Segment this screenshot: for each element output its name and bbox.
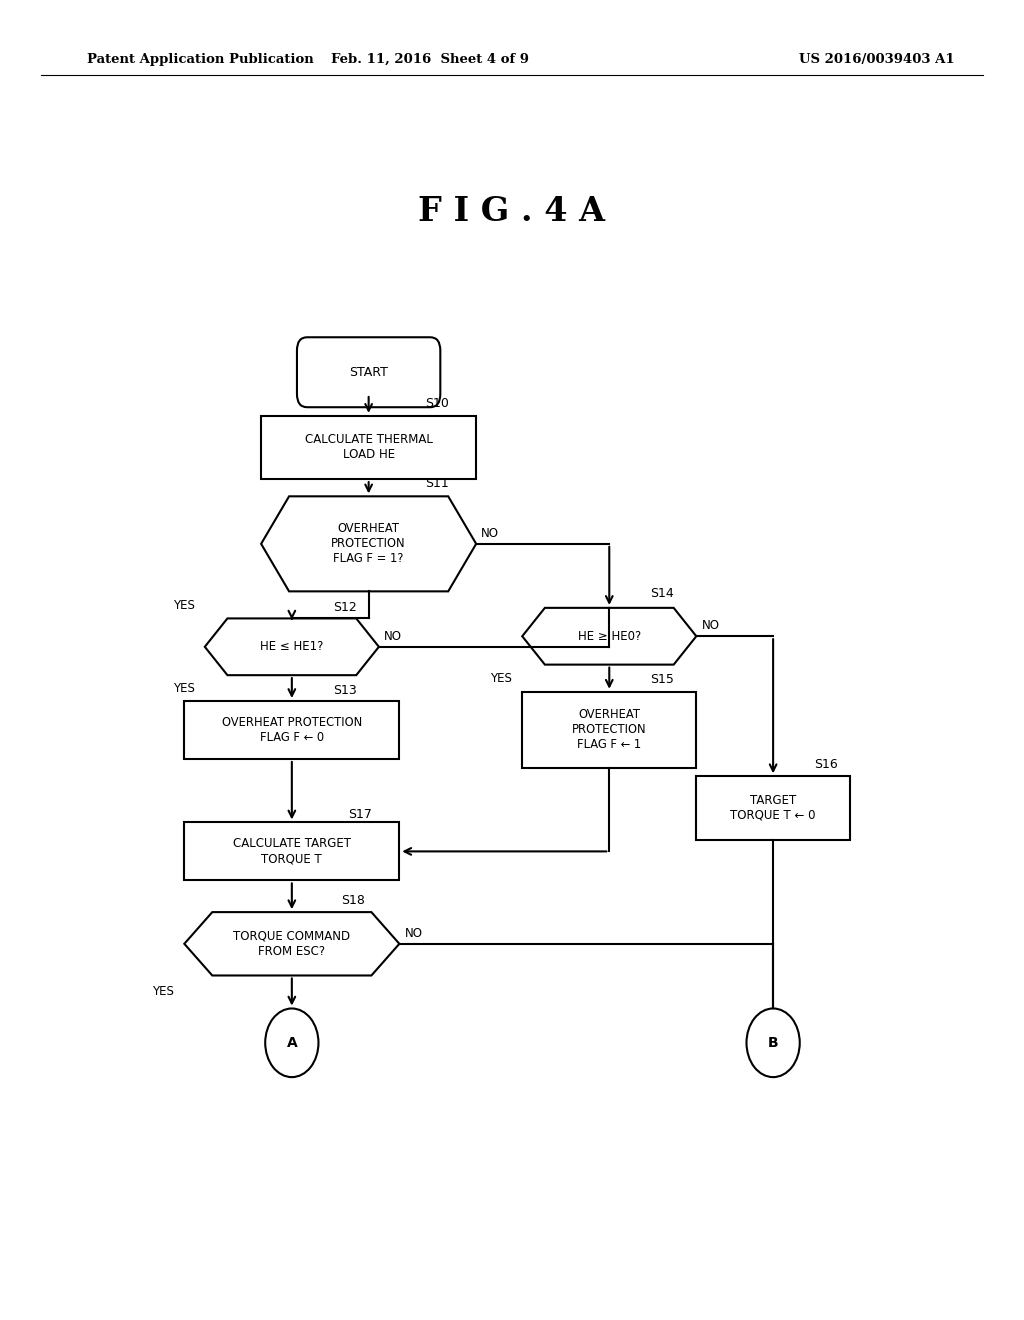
Text: Feb. 11, 2016  Sheet 4 of 9: Feb. 11, 2016 Sheet 4 of 9 bbox=[331, 53, 529, 66]
Text: START: START bbox=[349, 366, 388, 379]
Polygon shape bbox=[522, 607, 696, 665]
Text: S16: S16 bbox=[814, 758, 838, 771]
Text: YES: YES bbox=[173, 681, 195, 694]
Text: CALCULATE TARGET
TORQUE T: CALCULATE TARGET TORQUE T bbox=[232, 837, 351, 866]
Text: B: B bbox=[768, 1036, 778, 1049]
Text: YES: YES bbox=[173, 599, 195, 611]
Text: S10: S10 bbox=[425, 397, 449, 411]
Text: S17: S17 bbox=[348, 808, 372, 821]
Text: NO: NO bbox=[384, 630, 402, 643]
Text: HE ≥ HE0?: HE ≥ HE0? bbox=[578, 630, 641, 643]
Polygon shape bbox=[261, 496, 476, 591]
Text: NO: NO bbox=[701, 619, 720, 632]
Polygon shape bbox=[205, 618, 379, 676]
Text: A: A bbox=[287, 1036, 297, 1049]
Text: S14: S14 bbox=[650, 587, 674, 601]
Text: HE ≤ HE1?: HE ≤ HE1? bbox=[260, 640, 324, 653]
Text: Patent Application Publication: Patent Application Publication bbox=[87, 53, 313, 66]
Text: OVERHEAT
PROTECTION
FLAG F ← 1: OVERHEAT PROTECTION FLAG F ← 1 bbox=[572, 709, 646, 751]
Text: YES: YES bbox=[153, 986, 174, 998]
Text: US 2016/0039403 A1: US 2016/0039403 A1 bbox=[799, 53, 954, 66]
Text: OVERHEAT
PROTECTION
FLAG F = 1?: OVERHEAT PROTECTION FLAG F = 1? bbox=[332, 523, 406, 565]
Text: F I G . 4 A: F I G . 4 A bbox=[419, 195, 605, 227]
Text: S11: S11 bbox=[425, 477, 449, 490]
Text: S15: S15 bbox=[650, 673, 674, 686]
Bar bbox=[522, 692, 696, 768]
Text: S12: S12 bbox=[333, 601, 356, 614]
Circle shape bbox=[746, 1008, 800, 1077]
Text: S18: S18 bbox=[341, 894, 365, 907]
Text: NO: NO bbox=[481, 527, 500, 540]
Text: YES: YES bbox=[490, 672, 512, 685]
Bar bbox=[184, 701, 399, 759]
Text: TORQUE COMMAND
FROM ESC?: TORQUE COMMAND FROM ESC? bbox=[233, 929, 350, 958]
Bar bbox=[184, 822, 399, 880]
Bar bbox=[696, 776, 850, 840]
Text: OVERHEAT PROTECTION
FLAG F ← 0: OVERHEAT PROTECTION FLAG F ← 0 bbox=[222, 715, 361, 744]
Text: S13: S13 bbox=[333, 684, 356, 697]
FancyBboxPatch shape bbox=[297, 337, 440, 407]
Text: NO: NO bbox=[404, 927, 423, 940]
Polygon shape bbox=[184, 912, 399, 975]
Text: CALCULATE THERMAL
LOAD HE: CALCULATE THERMAL LOAD HE bbox=[305, 433, 432, 462]
Text: TARGET
TORQUE T ← 0: TARGET TORQUE T ← 0 bbox=[730, 793, 816, 822]
Bar bbox=[261, 416, 476, 479]
Circle shape bbox=[265, 1008, 318, 1077]
